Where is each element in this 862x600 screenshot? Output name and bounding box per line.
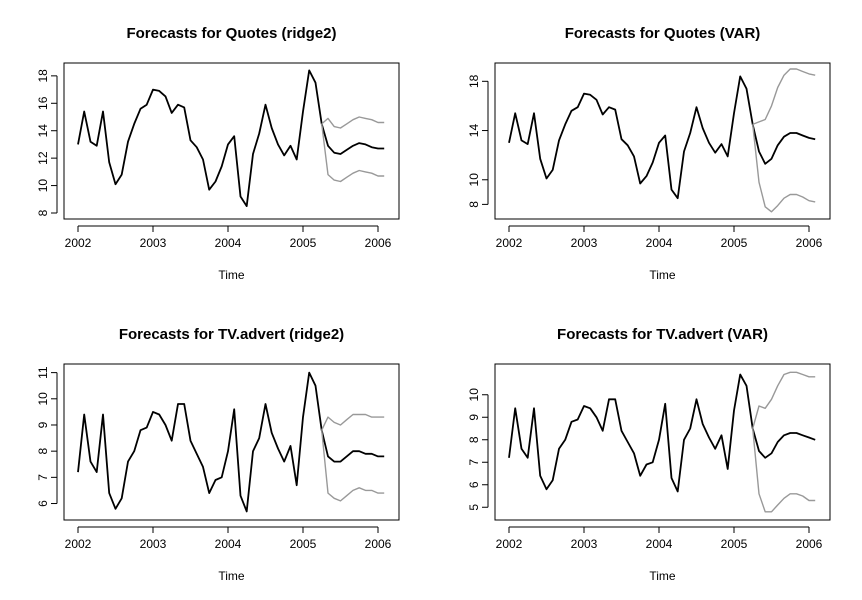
x-tick-label: 2004: [646, 537, 673, 551]
x-axis-label: Time: [649, 268, 676, 282]
x-tick-label: 2006: [365, 537, 392, 551]
x-tick-label: 2006: [796, 537, 823, 551]
y-tick-label: 8: [467, 436, 481, 443]
y-tick-label: 16: [36, 96, 50, 110]
series-line-point-forecast: [77, 69, 385, 207]
y-tick-label: 10: [467, 173, 481, 187]
y-tick-label: 14: [467, 124, 481, 138]
y-tick-label: 9: [467, 414, 481, 421]
y-tick-label: 18: [467, 74, 481, 88]
y-tick-label: 12: [36, 151, 50, 165]
y-tick-label: 10: [467, 388, 481, 402]
x-tick-label: 2005: [721, 236, 748, 250]
series-line-point-forecast: [508, 75, 816, 200]
y-tick-label: 8: [36, 209, 50, 216]
plot-frame: [494, 62, 831, 220]
x-tick-label: 2002: [496, 537, 523, 551]
y-tick-label: 6: [36, 500, 50, 507]
x-tick-label: 2002: [496, 236, 523, 250]
y-tick-label: 5: [467, 504, 481, 511]
y-tick-label: 14: [36, 124, 50, 138]
x-tick-label: 2002: [65, 537, 92, 551]
y-tick-label: 9: [36, 421, 50, 428]
x-axis-label: Time: [218, 268, 245, 282]
series-line-point-forecast: [77, 371, 385, 513]
y-tick-label: 11: [36, 366, 50, 379]
x-tick-label: 2004: [646, 236, 673, 250]
y-tick-label: 6: [467, 481, 481, 488]
y-tick-label: 7: [36, 474, 50, 481]
series-line-upper-bound: [752, 371, 816, 429]
panel-2: Forecasts for Quotes (VAR) 2002 2003 2004 20…: [467, 25, 831, 282]
y-tick-label: 18: [36, 69, 50, 83]
series-line-point-forecast: [508, 373, 816, 493]
x-tick-label: 2003: [140, 537, 167, 551]
x-tick-label: 2005: [290, 236, 317, 250]
series-line-upper-bound: [321, 116, 385, 129]
x-axis-label: Time: [218, 569, 245, 583]
series-line-lower-bound: [321, 430, 385, 502]
y-tick-label: 8: [467, 201, 481, 208]
y-tick-label: 7: [467, 459, 481, 466]
panel-title: Forecasts for TV.advert (ridge2): [119, 326, 344, 343]
panel-1: Forecasts for Quotes (ridge2) 2002 2003 200…: [36, 25, 400, 282]
panel-title: Forecasts for Quotes (VAR): [565, 25, 761, 42]
x-axis-label: Time: [649, 569, 676, 583]
y-tick-label: 10: [36, 392, 50, 406]
x-tick-label: 2002: [65, 236, 92, 250]
x-tick-label: 2006: [796, 236, 823, 250]
x-tick-label: 2005: [290, 537, 317, 551]
plot-frame: [494, 363, 831, 521]
y-tick-label: 8: [36, 448, 50, 455]
panel-4: Forecasts for TV.advert (VAR) 2002 2003 200…: [467, 326, 831, 583]
series-line-lower-bound: [321, 123, 385, 183]
series-line-lower-bound: [752, 124, 816, 213]
plot-frame: [63, 363, 400, 521]
x-tick-label: 2003: [571, 537, 598, 551]
x-tick-label: 2003: [140, 236, 167, 250]
x-tick-label: 2005: [721, 537, 748, 551]
panel-title: Forecasts for Quotes (ridge2): [126, 25, 336, 42]
x-tick-label: 2003: [571, 236, 598, 250]
series-line-lower-bound: [752, 428, 816, 513]
panel-3: Forecasts for TV.advert (ridge2) 2002 2003…: [36, 326, 400, 583]
x-tick-label: 2004: [215, 236, 242, 250]
x-tick-label: 2004: [215, 537, 242, 551]
plot-frame: [63, 62, 400, 220]
x-tick-label: 2006: [365, 236, 392, 250]
series-line-upper-bound: [752, 68, 816, 126]
series-line-upper-bound: [321, 413, 385, 431]
panel-title: Forecasts for TV.advert (VAR): [557, 326, 768, 343]
y-tick-label: 10: [36, 179, 50, 193]
